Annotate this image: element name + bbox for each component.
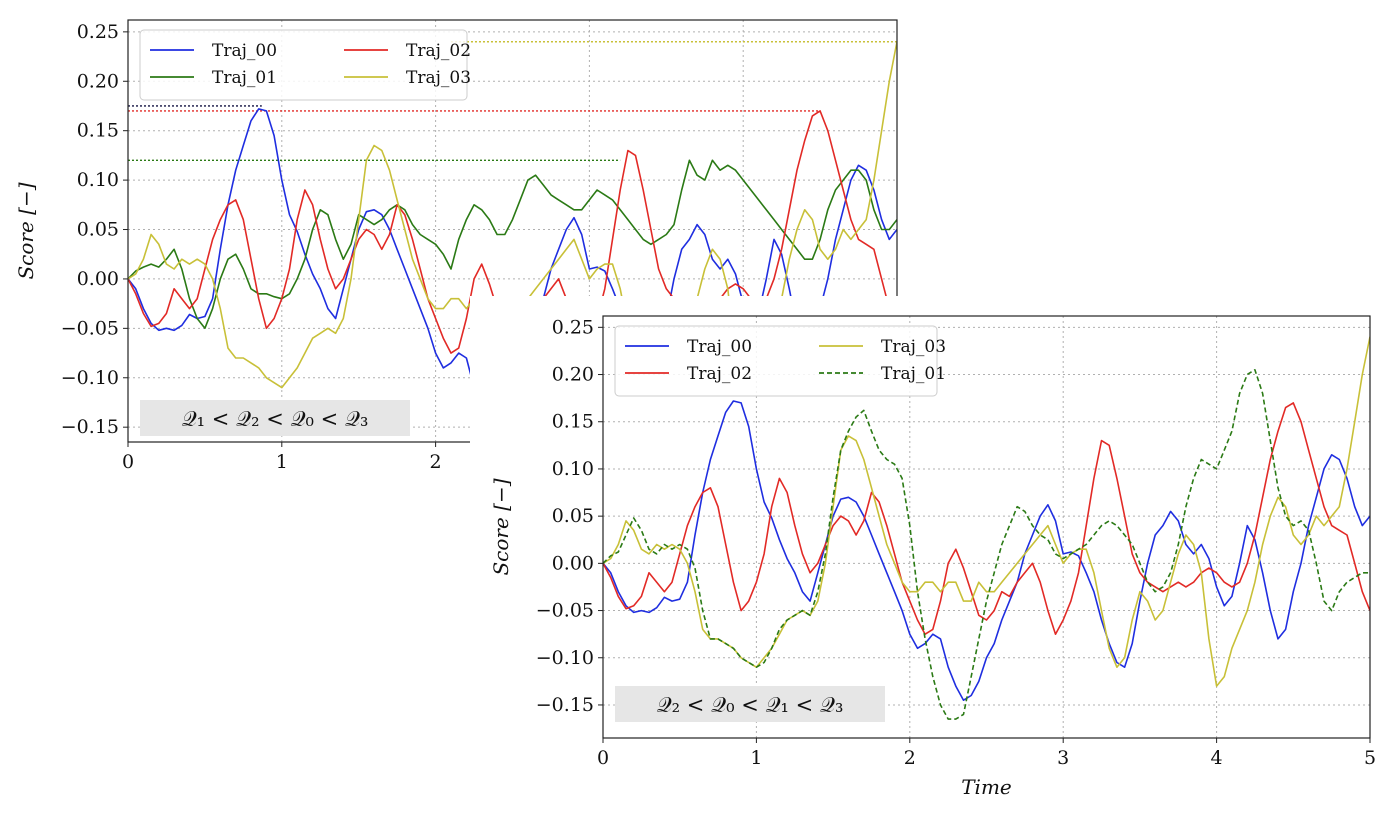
ytick-label: 0.00	[552, 552, 594, 574]
ytick-label: −0.10	[61, 367, 119, 389]
xtick-label: 0	[597, 747, 609, 769]
ytick-label: −0.15	[536, 694, 594, 716]
legend-label-traj-02: Traj_02	[687, 364, 752, 384]
ytick-label: 0.05	[552, 505, 594, 527]
legend-label-traj-00: Traj_00	[212, 41, 277, 61]
series-line-traj-02	[603, 402, 1370, 635]
x-axis-label: Time	[961, 775, 1012, 799]
legend-label-traj-01: Traj_01	[212, 68, 277, 88]
ytick-label: 0.10	[77, 169, 119, 191]
ytick-label: −0.05	[536, 600, 594, 622]
series-line-traj-00	[603, 400, 1370, 701]
xtick-label: 1	[276, 451, 288, 473]
series-line-traj-01	[603, 369, 1370, 720]
ytick-label: 0.25	[77, 21, 119, 43]
ytick-label: 0.25	[552, 316, 594, 338]
xtick-label: 1	[750, 747, 762, 769]
ytick-label: 0.20	[77, 70, 119, 92]
legend: Traj_00 Traj_02 Traj_03 Traj_01	[614, 325, 946, 397]
xtick-label: 0	[122, 451, 134, 473]
ytick-label: −0.10	[536, 647, 594, 669]
legend: Traj_00 Traj_01 Traj_02 Traj_03	[139, 29, 471, 101]
annotation-box	[615, 686, 885, 722]
xtick-label: 2	[430, 451, 442, 473]
annotation-box	[140, 400, 410, 436]
legend-label-traj-03: Traj_03	[881, 337, 946, 357]
ranking-annotation: 𝒬₂ < 𝒬₀ < 𝒬₁ < 𝒬₃	[615, 686, 885, 722]
ytick-label: −0.15	[61, 416, 119, 438]
ytick-label: 0.00	[77, 268, 119, 290]
ytick-label: −0.05	[61, 317, 119, 339]
ytick-label: 0.20	[552, 364, 594, 386]
legend-label-traj-03: Traj_03	[406, 68, 471, 88]
chart-top-left: −0.15 −0.10 −0.05 0.00 0.05 0.10 0.15 0.20 0.25 0…	[14, 19, 898, 473]
legend-box	[139, 29, 468, 101]
y-axis-label: Score [−]	[14, 182, 38, 279]
ytick-label: 0.15	[552, 411, 594, 433]
annotation-text: 𝒬₂ < 𝒬₀ < 𝒬₁ < 𝒬₃	[657, 693, 844, 717]
ytick-label: 0.05	[77, 219, 119, 241]
ranking-annotation: 𝒬₁ < 𝒬₂ < 𝒬₀ < 𝒬₃	[140, 400, 410, 436]
xtick-label: 2	[904, 747, 916, 769]
series-group	[603, 336, 1370, 720]
axes-frame	[602, 315, 1371, 739]
xtick-label: 4	[1211, 747, 1223, 769]
series-line-traj-03	[603, 336, 1370, 687]
legend-label-traj-02: Traj_02	[406, 41, 471, 61]
legend-label-traj-00: Traj_00	[687, 337, 752, 357]
legend-label-traj-01: Traj_01	[881, 364, 946, 384]
y-axis-label: Score [−]	[489, 478, 513, 575]
ytick-label: 0.10	[552, 458, 594, 480]
xtick-label: 5	[1364, 747, 1376, 769]
series-line-traj-01	[128, 159, 897, 330]
xtick-label: 3	[1057, 747, 1069, 769]
chart-bottom-right: −0.15 −0.10 −0.05 0.00 0.05 0.10 0.15 0.20 0.25 0…	[489, 315, 1376, 799]
ytick-label: 0.15	[77, 120, 119, 142]
annotation-text: 𝒬₁ < 𝒬₂ < 𝒬₀ < 𝒬₃	[182, 407, 369, 431]
legend-box	[614, 325, 938, 397]
